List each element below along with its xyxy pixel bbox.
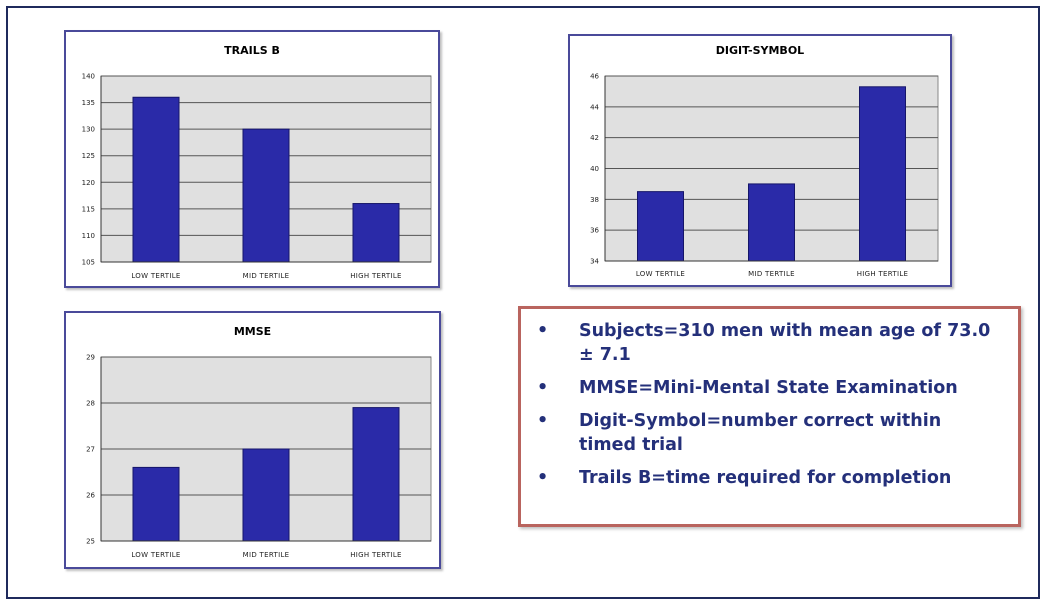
notes-box: • Subjects=310 men with mean age of 73.0 … [518, 306, 1021, 527]
notes-item: • Trails B=time required for completion [535, 466, 1000, 490]
x-category-label: MID TERTILE [243, 272, 290, 280]
bullet-icon: • [537, 378, 549, 398]
y-tick-label: 38 [590, 196, 599, 204]
y-tick-label: 27 [86, 446, 95, 454]
notes-item: • MMSE=Mini-Mental State Examination [535, 376, 1000, 400]
chart-title: DIGIT-SYMBOL [716, 44, 804, 57]
y-tick-label: 29 [86, 354, 95, 362]
x-category-label: HIGH TERTILE [857, 270, 909, 278]
bar [352, 203, 400, 263]
chart-panel-trails: TRAILS B 105 110 115 120 125 130 135 140 LOW TERT… [64, 30, 440, 288]
notes-item: • Digit-Symbol=number correct within time… [535, 409, 1000, 457]
x-category-label: LOW TERTILE [131, 272, 180, 280]
chart-title: MMSE [234, 325, 271, 338]
bar [242, 448, 290, 542]
y-tick-label: 25 [86, 538, 95, 546]
notes-item-text: Trails B=time required for completion [579, 468, 952, 488]
chart-title: TRAILS B [224, 44, 280, 57]
y-tick-label: 36 [590, 227, 599, 235]
y-tick-label: 46 [590, 73, 599, 81]
notes-item-text: Subjects=310 men with mean age of 73.0 ±… [579, 321, 991, 365]
trails-b-chart: TRAILS B 105 110 115 120 125 130 135 140 LOW TERT… [82, 44, 432, 280]
bar [132, 96, 180, 263]
y-tick-label: 26 [86, 492, 95, 500]
bar [637, 191, 684, 262]
bullet-icon: • [537, 321, 549, 341]
bar [132, 466, 180, 542]
bar [352, 407, 400, 542]
notes-item-text: MMSE=Mini-Mental State Examination [579, 378, 958, 398]
y-tick-label: 110 [82, 232, 95, 240]
notes-item: • Subjects=310 men with mean age of 73.0 … [535, 319, 1000, 367]
x-category-label: MID TERTILE [243, 551, 290, 559]
chart-panel-digit-symbol: DIGIT-SYMBOL 34 36 38 40 42 44 46 LOW TERTILE MID… [568, 34, 952, 287]
x-category-label: LOW TERTILE [131, 551, 180, 559]
y-tick-label: 44 [590, 103, 599, 111]
notes-item-text: Digit-Symbol=number correct within timed… [579, 411, 942, 455]
bar [859, 86, 906, 262]
y-tick-label: 125 [82, 152, 95, 160]
y-tick-label: 130 [82, 126, 95, 134]
chart-panel-mmse: MMSE 25 26 27 28 29 LOW TERTILE MID TERTILE HIGH… [64, 311, 441, 569]
bullet-icon: • [537, 411, 549, 431]
y-tick-label: 140 [82, 73, 95, 81]
bullet-icon: • [537, 468, 549, 488]
y-tick-label: 120 [82, 179, 95, 187]
digit-symbol-chart: DIGIT-SYMBOL 34 36 38 40 42 44 46 LOW TERTILE MID… [590, 44, 939, 278]
y-tick-label: 34 [590, 258, 599, 266]
y-tick-label: 28 [86, 400, 95, 408]
y-tick-label: 40 [590, 165, 599, 173]
y-tick-label: 115 [82, 205, 95, 213]
notes-list: • Subjects=310 men with mean age of 73.0 … [535, 319, 1000, 490]
bar [748, 183, 795, 262]
x-category-label: HIGH TERTILE [350, 551, 402, 559]
y-tick-label: 105 [82, 259, 95, 267]
y-tick-label: 42 [590, 134, 599, 142]
x-category-label: LOW TERTILE [636, 270, 685, 278]
mmse-chart: MMSE 25 26 27 28 29 LOW TERTILE MID TERTILE HIGH… [86, 325, 432, 559]
y-tick-label: 135 [82, 99, 95, 107]
x-category-label: HIGH TERTILE [350, 272, 402, 280]
x-category-label: MID TERTILE [748, 270, 795, 278]
bar [242, 128, 290, 263]
